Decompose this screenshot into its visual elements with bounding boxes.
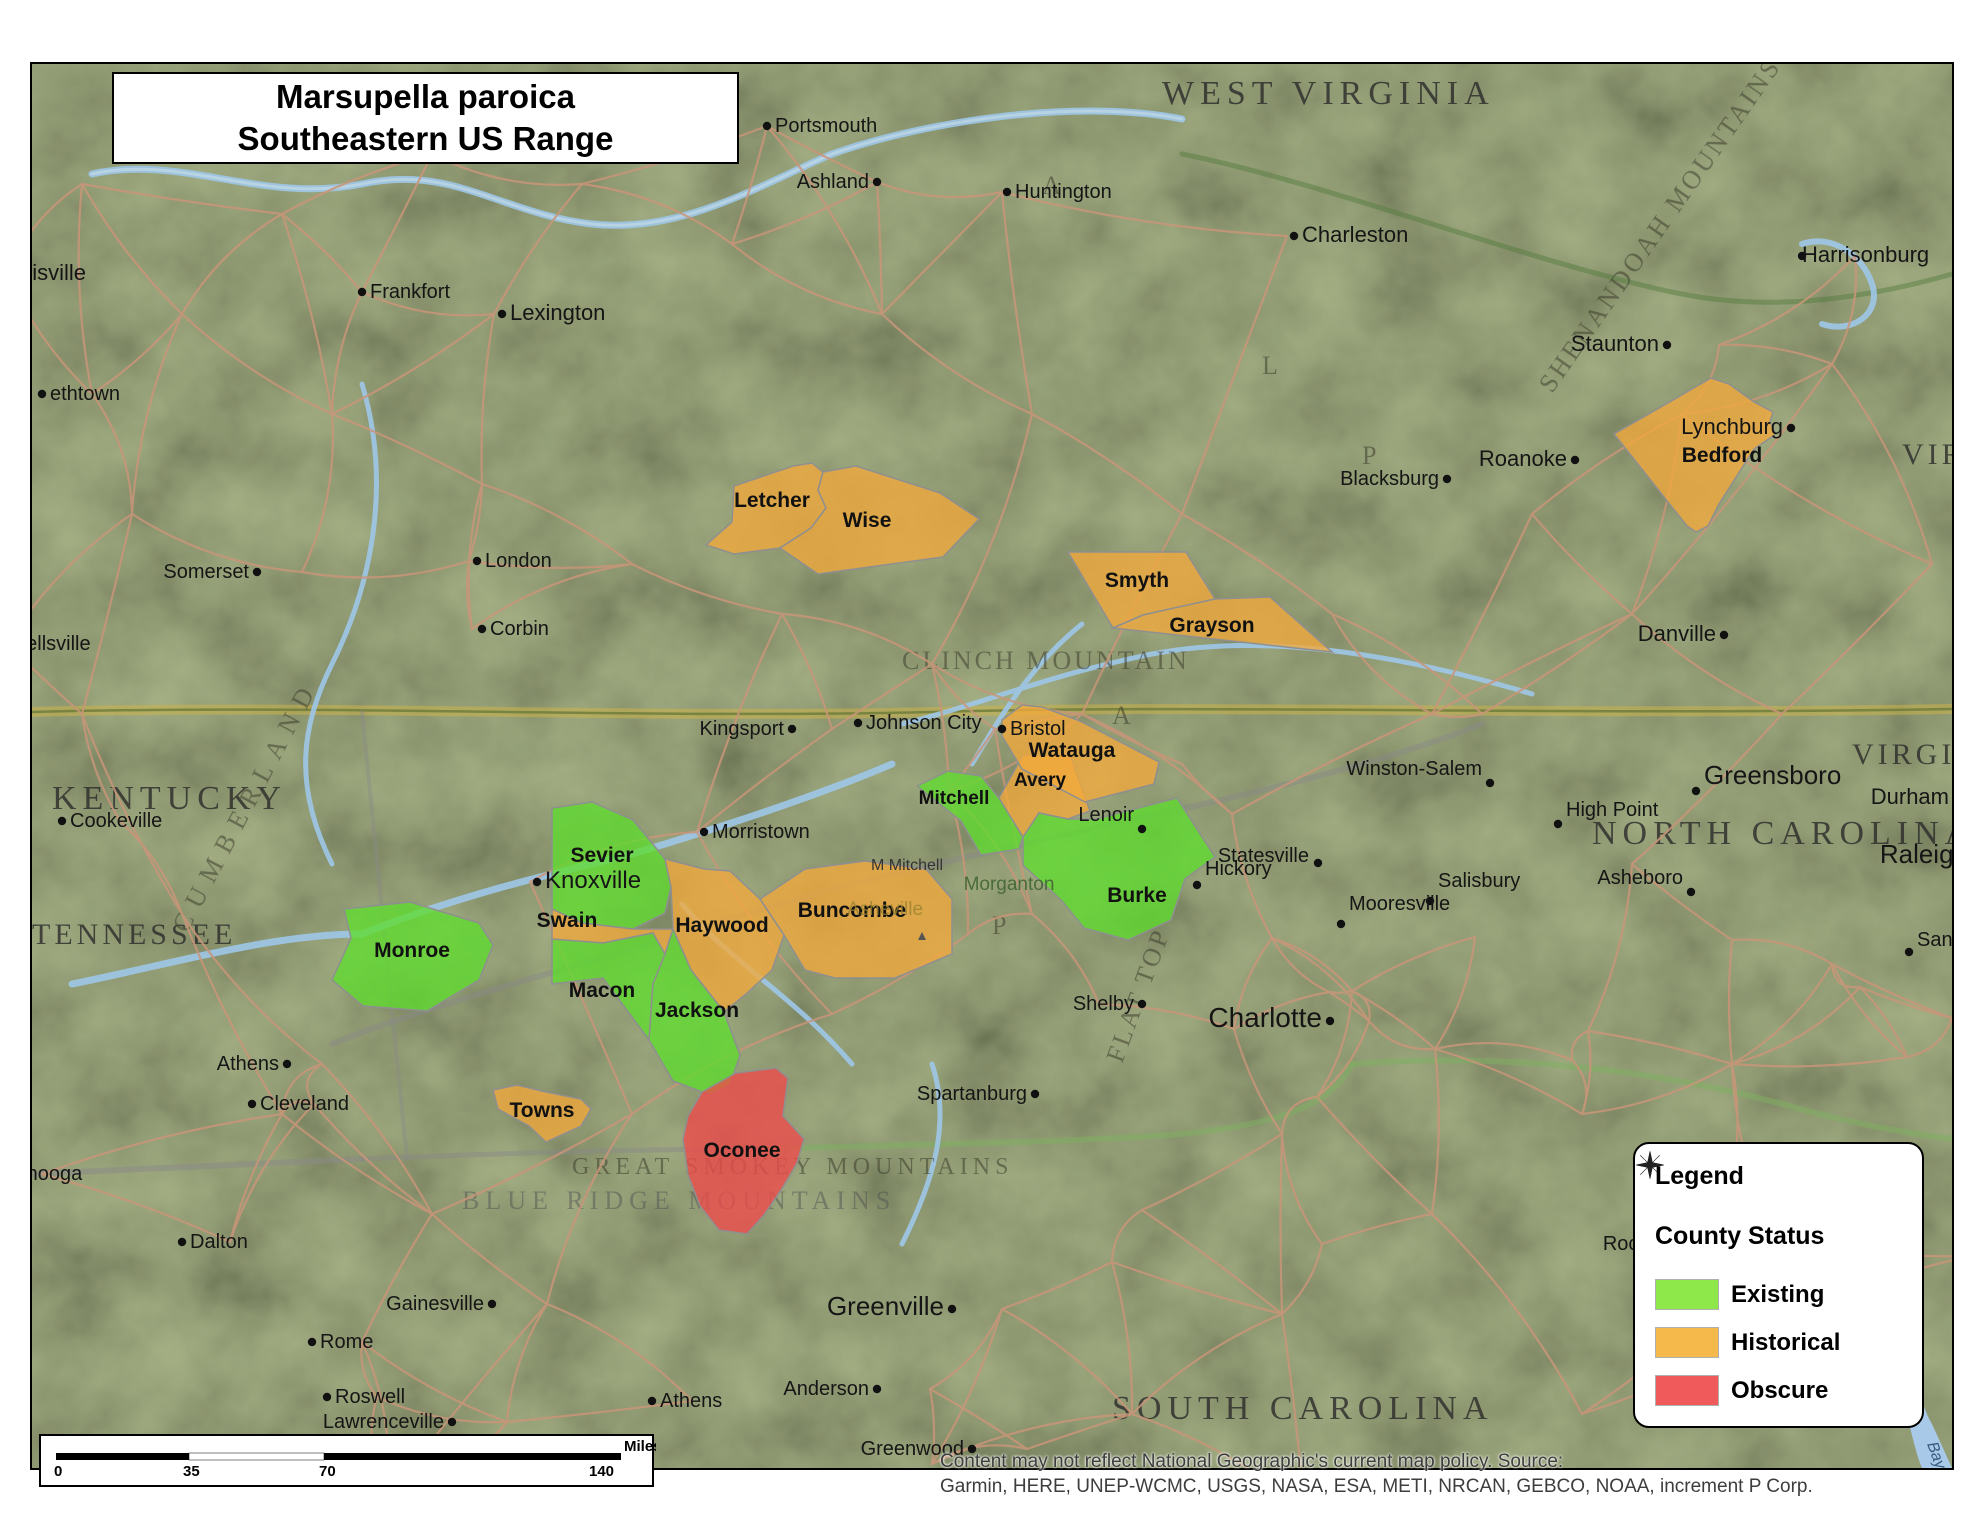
svg-text:Bedford: Bedford <box>1682 444 1763 467</box>
svg-text:High Point: High Point <box>1566 799 1659 821</box>
svg-text:Charleston: Charleston <box>1302 222 1408 247</box>
svg-text:Mooresville: Mooresville <box>1349 893 1450 915</box>
svg-text:Cookeville: Cookeville <box>70 810 162 832</box>
svg-text:Harrisonburg: Harrisonburg <box>1802 242 1929 267</box>
svg-text:VIR: VIR <box>1902 438 1952 471</box>
svg-text:Greensboro: Greensboro <box>1704 760 1841 790</box>
svg-text:L: L <box>1262 351 1281 380</box>
svg-text:70: 70 <box>319 1463 336 1480</box>
svg-text:Asheville: Asheville <box>847 899 923 920</box>
svg-text:Rome: Rome <box>320 1331 373 1353</box>
svg-text:Watauga: Watauga <box>1029 739 1116 762</box>
svg-text:Hickory: Hickory <box>1205 858 1272 880</box>
svg-text:Letcher: Letcher <box>734 489 810 512</box>
svg-text:Lenoir: Lenoir <box>1078 804 1134 826</box>
svg-text:Haywood: Haywood <box>675 914 768 937</box>
svg-text:0: 0 <box>54 1463 62 1480</box>
svg-text:Salisbury: Salisbury <box>1438 870 1520 892</box>
svg-text:Swain: Swain <box>537 909 598 932</box>
svg-text:Jackson: Jackson <box>655 999 739 1022</box>
svg-text:Winston-Salem: Winston-Salem <box>1346 758 1482 780</box>
svg-text:Morristown: Morristown <box>712 821 810 843</box>
svg-text:Roanoke: Roanoke <box>1479 446 1567 471</box>
svg-text:Knoxville: Knoxville <box>545 867 641 894</box>
svg-text:Staunton: Staunton <box>1571 331 1659 356</box>
svg-text:Greenville: Greenville <box>827 1291 944 1321</box>
svg-text:London: London <box>485 550 552 572</box>
svg-text:Sevier: Sevier <box>570 844 633 867</box>
svg-text:Raleigh: Raleigh <box>1880 839 1952 869</box>
svg-text:WEST VIRGINIA: WEST VIRGINIA <box>1162 75 1495 112</box>
svg-text:Lexington: Lexington <box>510 300 605 325</box>
svg-text:Lawrenceville: Lawrenceville <box>323 1411 444 1433</box>
svg-text:140: 140 <box>589 1463 614 1480</box>
svg-text:Grayson: Grayson <box>1169 614 1254 637</box>
svg-text:tanooga: tanooga <box>32 1163 83 1185</box>
svg-text:Dalton: Dalton <box>190 1231 248 1253</box>
svg-text:Towns: Towns <box>510 1099 575 1122</box>
svg-text:Somerset: Somerset <box>163 561 249 583</box>
svg-text:CLINCH MOUNTAIN: CLINCH MOUNTAIN <box>902 646 1190 675</box>
svg-text:Anderson: Anderson <box>783 1378 869 1400</box>
svg-text:Ashland: Ashland <box>797 171 869 193</box>
svg-text:Burke: Burke <box>1107 884 1167 907</box>
svg-text:Frankfort: Frankfort <box>370 281 450 303</box>
svg-text:Spartanburg: Spartanburg <box>917 1083 1027 1105</box>
svg-text:Gainesville: Gainesville <box>386 1293 484 1315</box>
svg-text:Oconee: Oconee <box>703 1139 780 1162</box>
svg-text:Macon: Macon <box>569 979 636 1002</box>
svg-text:bellsville: bellsville <box>32 633 91 655</box>
svg-text:uisville: uisville <box>32 260 86 285</box>
svg-text:Kingsport: Kingsport <box>700 718 785 740</box>
svg-text:Charlotte: Charlotte <box>1208 1002 1322 1033</box>
svg-text:Wise: Wise <box>843 509 892 532</box>
svg-text:Shelby: Shelby <box>1073 993 1134 1015</box>
svg-text:Avery: Avery <box>1014 770 1067 791</box>
svg-text:Morganton: Morganton <box>964 874 1055 895</box>
svg-text:Athens: Athens <box>217 1053 279 1075</box>
svg-text:Johnson City: Johnson City <box>866 712 982 734</box>
svg-text:SOUTH CAROLINA: SOUTH CAROLINA <box>1112 1390 1494 1427</box>
svg-text:Mitchell: Mitchell <box>919 788 990 809</box>
svg-text:Portsmouth: Portsmouth <box>775 115 877 137</box>
svg-text:Huntington: Huntington <box>1015 181 1112 203</box>
svg-text:Cleveland: Cleveland <box>260 1093 349 1115</box>
svg-text:BLUE RIDGE MOUNTAINS: BLUE RIDGE MOUNTAINS <box>462 1186 896 1215</box>
svg-text:M Mitchell: M Mitchell <box>871 857 943 874</box>
svg-text:Athens: Athens <box>660 1390 722 1412</box>
svg-text:ethtown: ethtown <box>50 383 120 405</box>
svg-text:Blacksburg: Blacksburg <box>1340 468 1439 490</box>
svg-text:Sanford: Sanford <box>1917 929 1952 951</box>
svg-text:Miles: Miles <box>624 1438 656 1455</box>
svg-text:A: A <box>1112 701 1134 730</box>
svg-text:Monroe: Monroe <box>374 939 450 962</box>
svg-text:Lynchburg: Lynchburg <box>1681 414 1783 439</box>
svg-text:35: 35 <box>183 1463 200 1480</box>
svg-text:Corbin: Corbin <box>490 618 549 640</box>
svg-text:Bristol: Bristol <box>1010 718 1066 740</box>
svg-text:VIRGINIA: VIRGINIA <box>1852 738 1952 771</box>
svg-text:P: P <box>1362 441 1379 470</box>
svg-text:Smyth: Smyth <box>1105 569 1169 592</box>
svg-text:Danville: Danville <box>1638 621 1716 646</box>
svg-text:Durham: Durham <box>1871 784 1949 809</box>
svg-text:Asheboro: Asheboro <box>1597 867 1683 889</box>
svg-text:Roswell: Roswell <box>335 1386 405 1408</box>
